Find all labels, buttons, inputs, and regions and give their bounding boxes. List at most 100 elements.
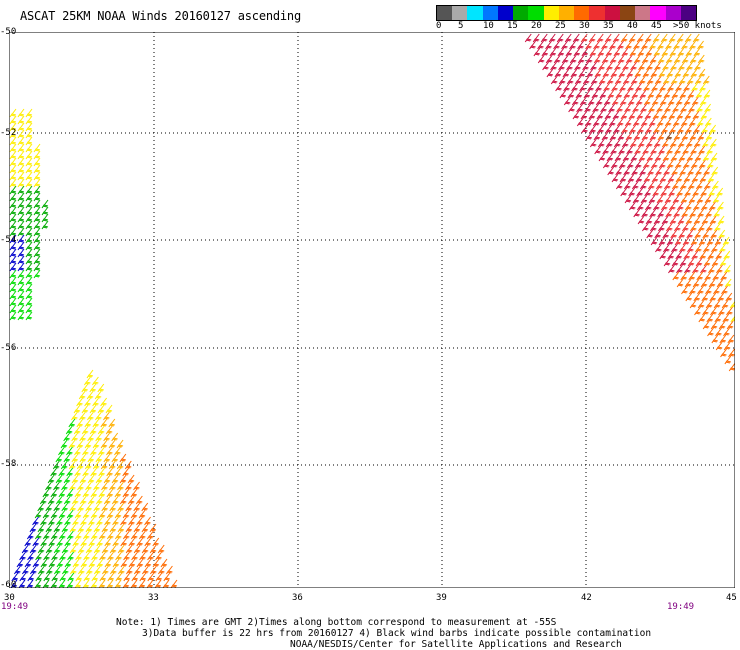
wind-barb <box>103 474 111 484</box>
wind-barb <box>9 276 17 286</box>
wind-barb <box>101 502 109 512</box>
wind-barb <box>659 173 667 183</box>
wind-barb <box>703 166 711 176</box>
wind-barb <box>625 54 633 64</box>
wind-barb <box>24 558 32 568</box>
legend-labels: 0 5 10 15 20 25 30 35 40 45 >50 knots <box>436 21 736 33</box>
wind-barb <box>697 285 704 295</box>
wind-barb <box>86 369 94 379</box>
note-line-1: Note: 1) Times are GMT 2)Times along bot… <box>116 617 557 628</box>
wind-barb <box>592 103 600 113</box>
wind-barb <box>724 278 732 288</box>
wind-barb <box>32 537 40 547</box>
wind-barb <box>9 199 17 209</box>
wind-barb <box>24 537 32 547</box>
wind-barb <box>76 460 84 470</box>
wind-barb <box>641 40 648 50</box>
wind-barb <box>85 481 92 491</box>
wind-barb <box>58 530 66 540</box>
wind-barb <box>577 54 585 64</box>
wind-barb <box>9 115 17 125</box>
wind-barb <box>47 495 55 505</box>
wind-barb <box>165 565 173 575</box>
wind-barb <box>123 572 131 582</box>
wind-barb <box>682 222 689 232</box>
wind-barb <box>644 187 652 197</box>
wind-barb <box>68 418 76 428</box>
wind-barb <box>561 40 568 50</box>
wind-barb <box>642 145 650 155</box>
wind-barb <box>33 234 41 244</box>
wind-barb <box>26 530 34 540</box>
wind-barb <box>114 530 122 540</box>
wind-barb <box>32 558 40 568</box>
wind-barb <box>595 82 603 92</box>
wind-barb <box>124 460 132 470</box>
wind-barb <box>657 131 665 141</box>
wind-barb <box>684 278 692 288</box>
wind-barb <box>719 257 727 267</box>
wind-barb <box>647 89 655 99</box>
wind-barb <box>545 40 552 50</box>
wind-barb <box>106 446 113 456</box>
wind-barb <box>640 194 648 204</box>
wind-barb <box>17 227 25 237</box>
wind-barb <box>117 481 124 491</box>
wind-barb <box>692 187 700 197</box>
wind-barb <box>698 159 706 169</box>
wind-barb <box>25 234 33 244</box>
wind-barb <box>680 271 688 281</box>
wind-barb <box>616 117 624 127</box>
wind-barb <box>614 152 622 162</box>
legend-swatch <box>497 6 514 20</box>
wind-barb <box>644 201 652 211</box>
wind-barb <box>9 185 17 195</box>
wind-barb <box>666 236 674 246</box>
lat-lon-grid <box>9 32 735 588</box>
wind-barb <box>95 432 103 442</box>
wind-barb <box>84 439 92 449</box>
wind-barb <box>33 255 41 265</box>
wind-barb <box>125 523 133 533</box>
wind-barb <box>105 425 113 435</box>
wind-barb <box>723 250 731 260</box>
wind-barb <box>728 362 735 372</box>
wind-barb <box>9 150 17 160</box>
wind-barb <box>117 544 125 554</box>
wind-barb <box>629 124 637 134</box>
wind-barb <box>561 54 569 64</box>
wind-barb <box>677 47 685 57</box>
wind-barb <box>90 530 98 540</box>
wind-barb <box>728 348 735 358</box>
wind-barb <box>597 138 605 148</box>
wind-barb <box>87 474 95 484</box>
wind-barb <box>702 75 710 85</box>
wind-barb <box>25 241 33 251</box>
wind-barb <box>71 432 79 442</box>
wind-barb <box>687 166 695 176</box>
wind-barb <box>141 502 149 512</box>
wind-barb <box>35 551 42 561</box>
wind-barb <box>81 383 89 393</box>
wind-barb <box>710 306 717 316</box>
wind-barb <box>610 68 618 78</box>
wind-barb <box>45 565 53 575</box>
wind-barb <box>112 537 120 547</box>
wind-barb <box>632 103 640 113</box>
legend-swatch <box>452 6 468 20</box>
wind-barb <box>99 551 106 561</box>
wind-barb <box>712 271 720 281</box>
wind-barb <box>705 285 712 295</box>
wind-barb <box>157 565 165 575</box>
wind-barb <box>578 68 586 78</box>
wind-barb <box>100 439 108 449</box>
wind-barb <box>16 558 24 568</box>
wind-barb <box>21 544 29 554</box>
wind-barb <box>662 61 669 71</box>
wind-barb <box>594 68 602 78</box>
wind-barb <box>614 75 622 85</box>
wind-barb <box>144 516 151 526</box>
wind-barb <box>631 166 639 176</box>
wind-barb <box>47 474 55 484</box>
wind-barb <box>84 418 92 428</box>
